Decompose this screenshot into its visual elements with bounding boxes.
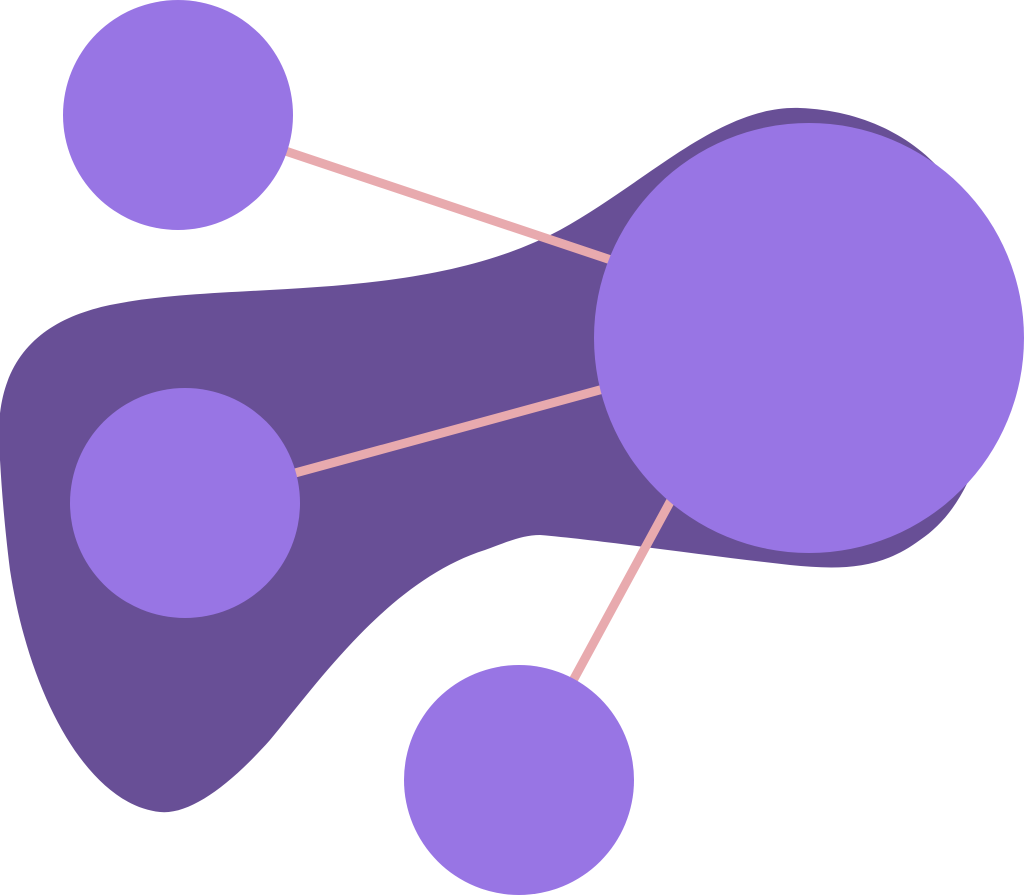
top-left-node — [63, 0, 293, 230]
hub-node — [594, 123, 1024, 553]
bottom-node — [404, 665, 634, 895]
left-node — [70, 388, 300, 618]
